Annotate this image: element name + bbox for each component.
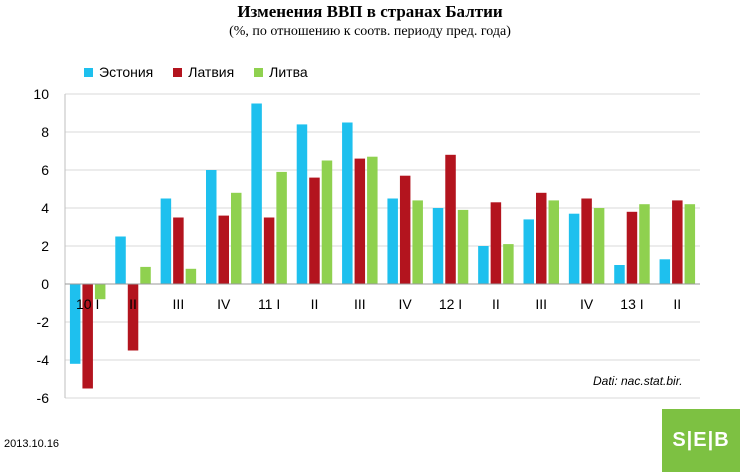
chart-subtitle: (%, по отношению к соотв. периоду пред. … (229, 24, 511, 39)
category-label-1: II (129, 296, 137, 312)
bar-2-11 (593, 208, 605, 284)
bar-1-7 (399, 175, 411, 284)
bar-2-5 (321, 160, 333, 284)
category-label-12: 13 I (620, 296, 643, 312)
bar-1-6 (354, 158, 366, 284)
bar-1-5 (309, 177, 320, 284)
bar-0-3 (206, 170, 217, 284)
y-tick-label-2: -2 (37, 314, 50, 330)
bar-2-2 (185, 268, 197, 284)
bar-1-13 (672, 200, 683, 284)
date-stamp: 2013.10.16 (4, 438, 60, 450)
bar-2-6 (367, 156, 378, 284)
category-label-2: III (173, 296, 185, 312)
bar-0-1 (115, 236, 126, 284)
bar-1-3 (218, 215, 229, 284)
category-label-3: IV (217, 296, 231, 312)
bar-1-12 (626, 211, 638, 284)
bar-2-13 (684, 204, 696, 284)
bar-2-3 (231, 192, 242, 284)
bar-1-10 (536, 192, 547, 284)
chart-title: Изменения ВВП в странах Балтии (237, 2, 503, 21)
bar-1-11 (581, 198, 592, 284)
category-label-13: II (673, 296, 681, 312)
category-label-0: 10 I (76, 296, 99, 312)
bar-2-9 (503, 244, 514, 284)
y-tick-label-1: -4 (37, 352, 50, 368)
legend-swatch-lithuania (254, 67, 264, 77)
category-label-8: 12 I (439, 296, 462, 312)
y-tick-label-6: 6 (41, 162, 49, 178)
bar-1-9 (490, 202, 502, 284)
bar-0-8 (432, 208, 444, 284)
category-label-7: IV (399, 296, 413, 312)
bar-0-10 (523, 219, 534, 284)
bar-0-7 (387, 198, 398, 284)
bar-0-6 (342, 122, 353, 284)
legend-item-estonia: Эстония (84, 64, 153, 80)
bar-2-12 (639, 204, 650, 284)
bar-0-4 (251, 103, 262, 284)
legend-item-latvia: Латвия (173, 64, 234, 80)
legend: Эстония Латвия Литва (84, 64, 308, 80)
bar-0-12 (614, 265, 625, 284)
bar-1-8 (445, 154, 456, 284)
bar-0-11 (568, 213, 580, 284)
category-label-5: II (311, 296, 319, 312)
bar-0-0 (69, 284, 81, 364)
legend-item-lithuania: Литва (254, 64, 308, 80)
category-label-10: III (535, 296, 547, 312)
bar-1-2 (173, 217, 184, 284)
bar-2-7 (412, 200, 423, 284)
y-tick-label-4: 2 (41, 238, 49, 254)
y-tick-label-8: 10 (33, 86, 49, 102)
legend-swatch-latvia (173, 67, 183, 77)
bar-0-13 (659, 259, 671, 284)
y-tick-label-5: 4 (41, 200, 49, 216)
category-label-6: III (354, 296, 366, 312)
y-tick-label-7: 8 (41, 124, 49, 140)
bar-0-2 (160, 198, 172, 284)
bar-2-1 (140, 266, 151, 284)
y-tick-label-3: 0 (41, 276, 49, 292)
legend-label-lithuania: Литва (269, 64, 308, 80)
category-label-4: 11 I (258, 296, 280, 312)
bar-0-9 (478, 246, 489, 284)
bar-2-10 (548, 200, 559, 284)
bar-2-8 (457, 209, 469, 284)
source-note: Dati: nac.stat.bir. (593, 374, 683, 388)
bar-1-0 (82, 284, 93, 389)
bar-2-0 (94, 284, 106, 300)
category-label-11: IV (580, 296, 594, 312)
bar-1-1 (127, 284, 139, 351)
category-label-9: II (492, 296, 500, 312)
bar-2-4 (276, 171, 287, 284)
bar-0-5 (296, 124, 308, 285)
bar-1-4 (263, 217, 275, 284)
seb-logo: S|E|B (662, 409, 740, 472)
legend-swatch-estonia (84, 67, 93, 77)
y-tick-label-0: -6 (37, 390, 50, 406)
legend-label-estonia: Эстония (99, 64, 154, 80)
legend-label-latvia: Латвия (188, 64, 235, 80)
